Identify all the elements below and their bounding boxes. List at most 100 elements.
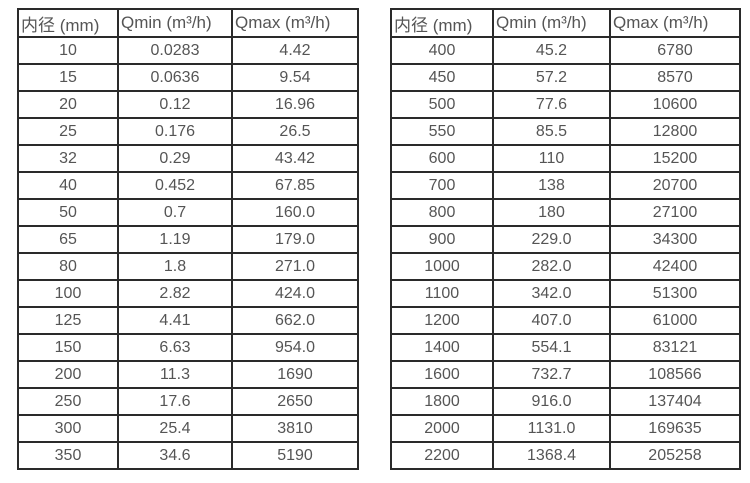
qmax-cell: 2650	[231, 387, 359, 416]
qmin-cell: 110	[492, 144, 611, 173]
qmin-cell: 282.0	[492, 252, 611, 281]
flow-table-small-diameters: 内径 (mm) Qmin (m³/h) Qmax (m³/h) 10 0.0283…	[17, 8, 359, 470]
table-row: 25 0.176 26.5	[17, 117, 359, 146]
flow-table-large-diameters: 内径 (mm) Qmin (m³/h) Qmax (m³/h) 400 45.2 6…	[390, 8, 741, 470]
inner-diameter-cell: 10	[17, 36, 119, 65]
table-row: 100 2.82 424.0	[17, 279, 359, 308]
table-row: 300 25.4 3810	[17, 414, 359, 443]
table-row: 40 0.452 67.85	[17, 171, 359, 200]
qmax-cell: 160.0	[231, 198, 359, 227]
inner-diameter-cell: 500	[390, 90, 494, 119]
table-row: 1400 554.1 83121	[390, 333, 741, 362]
qmin-cell: 11.3	[117, 360, 233, 389]
qmin-cell: 17.6	[117, 387, 233, 416]
qmin-cell: 916.0	[492, 387, 611, 416]
qmax-cell: 12800	[609, 117, 741, 146]
qmin-cell: 25.4	[117, 414, 233, 443]
qmin-cell: 45.2	[492, 36, 611, 65]
header-qmax: Qmax (m³/h)	[609, 8, 741, 38]
qmin-cell: 732.7	[492, 360, 611, 389]
table-row: 550 85.5 12800	[390, 117, 741, 146]
qmax-cell: 26.5	[231, 117, 359, 146]
qmin-cell: 1131.0	[492, 414, 611, 443]
qmin-cell: 180	[492, 198, 611, 227]
qmin-cell: 1.19	[117, 225, 233, 254]
inner-diameter-cell: 300	[17, 414, 119, 443]
table-row: 1100 342.0 51300	[390, 279, 741, 308]
inner-diameter-cell: 150	[17, 333, 119, 362]
qmax-cell: 20700	[609, 171, 741, 200]
qmax-cell: 27100	[609, 198, 741, 227]
inner-diameter-cell: 40	[17, 171, 119, 200]
table-row: 15 0.0636 9.54	[17, 63, 359, 92]
qmax-cell: 67.85	[231, 171, 359, 200]
table-row: 20 0.12 16.96	[17, 90, 359, 119]
qmin-cell: 0.0283	[117, 36, 233, 65]
header-row: 内径 (mm) Qmin (m³/h) Qmax (m³/h)	[17, 8, 359, 38]
inner-diameter-cell: 700	[390, 171, 494, 200]
inner-diameter-cell: 80	[17, 252, 119, 281]
table-row: 600 110 15200	[390, 144, 741, 173]
qmin-cell: 0.29	[117, 144, 233, 173]
inner-diameter-cell: 550	[390, 117, 494, 146]
qmax-cell: 1690	[231, 360, 359, 389]
qmin-cell: 0.12	[117, 90, 233, 119]
inner-diameter-cell: 25	[17, 117, 119, 146]
qmax-cell: 9.54	[231, 63, 359, 92]
qmin-cell: 1368.4	[492, 441, 611, 470]
inner-diameter-cell: 65	[17, 225, 119, 254]
header-inner-diameter: 内径 (mm)	[390, 8, 494, 38]
inner-diameter-cell: 800	[390, 198, 494, 227]
qmax-cell: 42400	[609, 252, 741, 281]
inner-diameter-cell: 250	[17, 387, 119, 416]
qmin-cell: 4.41	[117, 306, 233, 335]
qmax-cell: 205258	[609, 441, 741, 470]
qmin-cell: 0.176	[117, 117, 233, 146]
table-row: 80 1.8 271.0	[17, 252, 359, 281]
qmax-cell: 424.0	[231, 279, 359, 308]
inner-diameter-cell: 1800	[390, 387, 494, 416]
qmax-cell: 169635	[609, 414, 741, 443]
table-row: 150 6.63 954.0	[17, 333, 359, 362]
header-qmax: Qmax (m³/h)	[231, 8, 359, 38]
qmin-cell: 0.452	[117, 171, 233, 200]
qmin-cell: 77.6	[492, 90, 611, 119]
qmax-cell: 5190	[231, 441, 359, 470]
inner-diameter-cell: 20	[17, 90, 119, 119]
inner-diameter-cell: 100	[17, 279, 119, 308]
qmin-cell: 6.63	[117, 333, 233, 362]
inner-diameter-cell: 400	[390, 36, 494, 65]
table-row: 65 1.19 179.0	[17, 225, 359, 254]
table-row: 400 45.2 6780	[390, 36, 741, 65]
qmax-cell: 15200	[609, 144, 741, 173]
qmax-cell: 43.42	[231, 144, 359, 173]
qmin-cell: 57.2	[492, 63, 611, 92]
table-row: 200 11.3 1690	[17, 360, 359, 389]
flow-rate-tables: 内径 (mm) Qmin (m³/h) Qmax (m³/h) 10 0.0283…	[17, 8, 741, 470]
inner-diameter-cell: 450	[390, 63, 494, 92]
qmax-cell: 108566	[609, 360, 741, 389]
table-row: 500 77.6 10600	[390, 90, 741, 119]
qmax-cell: 16.96	[231, 90, 359, 119]
qmax-cell: 954.0	[231, 333, 359, 362]
table-row: 900 229.0 34300	[390, 225, 741, 254]
inner-diameter-cell: 2000	[390, 414, 494, 443]
inner-diameter-cell: 15	[17, 63, 119, 92]
table-row: 250 17.6 2650	[17, 387, 359, 416]
table-row: 450 57.2 8570	[390, 63, 741, 92]
inner-diameter-cell: 200	[17, 360, 119, 389]
table-row: 2200 1368.4 205258	[390, 441, 741, 470]
qmax-cell: 61000	[609, 306, 741, 335]
inner-diameter-cell: 350	[17, 441, 119, 470]
header-qmin: Qmin (m³/h)	[492, 8, 611, 38]
qmin-cell: 138	[492, 171, 611, 200]
qmax-cell: 3810	[231, 414, 359, 443]
table-row: 350 34.6 5190	[17, 441, 359, 470]
inner-diameter-cell: 1100	[390, 279, 494, 308]
header-qmin: Qmin (m³/h)	[117, 8, 233, 38]
table-row: 32 0.29 43.42	[17, 144, 359, 173]
table-row: 800 180 27100	[390, 198, 741, 227]
qmax-cell: 4.42	[231, 36, 359, 65]
inner-diameter-cell: 1600	[390, 360, 494, 389]
inner-diameter-cell: 1000	[390, 252, 494, 281]
